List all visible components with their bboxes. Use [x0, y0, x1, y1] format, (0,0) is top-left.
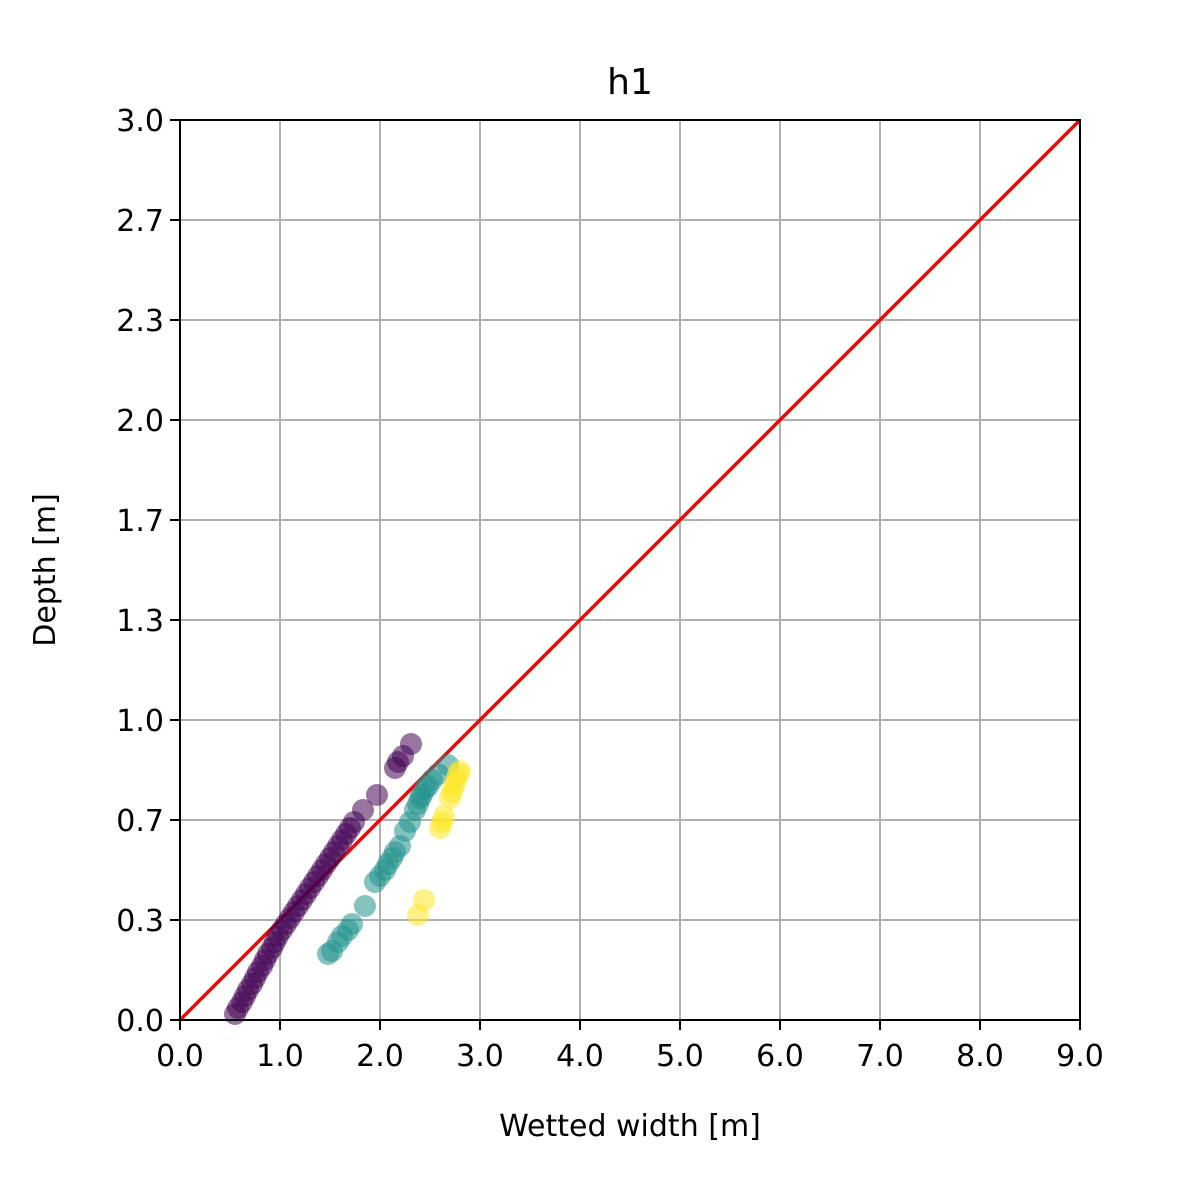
data-point: [413, 889, 435, 911]
plot-frame: [179, 119, 1081, 1021]
data-point: [433, 805, 455, 827]
x-tick-label: 8.0: [956, 1039, 1004, 1074]
x-tick-label: 4.0: [556, 1039, 604, 1074]
y-tick-label: 0.7: [116, 804, 164, 839]
x-tick-label: 2.0: [356, 1039, 404, 1074]
y-tick-label: 2.0: [116, 404, 164, 439]
x-tick-label: 9.0: [1056, 1039, 1104, 1074]
data-point: [352, 799, 374, 821]
y-axis-ticks: 0.0 0.3 0.7 1.0 1.3 1.7 2.0 2.3 2.7 3.0: [116, 104, 180, 1039]
y-tick-label: 0.0: [116, 1004, 164, 1039]
y-tick-label: 2.7: [116, 204, 164, 239]
data-point: [354, 895, 376, 917]
data-point: [449, 760, 471, 782]
x-axis-label: Wetted width [m]: [499, 1109, 761, 1144]
y-tick-label: 0.3: [116, 904, 164, 939]
y-tick-label: 1.0: [116, 704, 164, 739]
x-tick-label: 6.0: [756, 1039, 804, 1074]
data-point: [341, 913, 363, 935]
x-axis-ticks: 0.0 1.0 2.0 3.0 4.0 5.0 6.0 7.0 8.0 9.0: [156, 1020, 1104, 1074]
y-tick-label: 1.3: [116, 604, 164, 639]
y-tick-label: 2.3: [116, 304, 164, 339]
data-point: [400, 733, 422, 755]
x-tick-label: 5.0: [656, 1039, 704, 1074]
data-point: [366, 784, 388, 806]
y-tick-label: 3.0: [116, 104, 164, 139]
y-axis-label: Depth [m]: [28, 493, 63, 647]
data-points: [224, 733, 471, 1025]
x-tick-label: 7.0: [856, 1039, 904, 1074]
x-tick-label: 1.0: [256, 1039, 304, 1074]
x-tick-label: 3.0: [456, 1039, 504, 1074]
x-tick-label: 0.0: [156, 1039, 204, 1074]
chart-title: h1: [607, 62, 653, 103]
y-tick-label: 1.7: [116, 504, 164, 539]
